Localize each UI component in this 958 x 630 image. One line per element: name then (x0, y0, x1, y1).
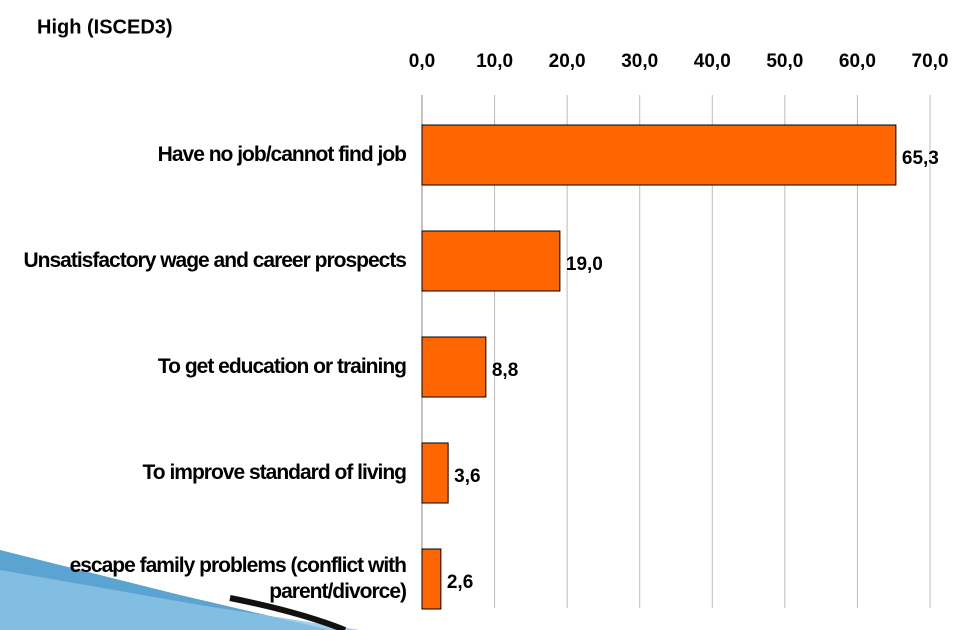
value-label: 8,8 (492, 360, 518, 381)
decoration (0, 570, 360, 630)
value-label: 2,6 (447, 572, 473, 593)
x-tick-label: 0,0 (409, 51, 435, 72)
category-label: To get education or training (157, 355, 407, 378)
x-tick-label: 50,0 (766, 51, 803, 72)
bar (421, 442, 449, 504)
bar (421, 124, 897, 186)
bar (421, 548, 442, 610)
category-label: escape family problems (conflict with pa… (69, 554, 407, 603)
value-label: 3,6 (454, 466, 480, 487)
bar (421, 230, 561, 292)
category-label: To improve standard of living (142, 461, 407, 484)
x-tick-label: 10,0 (476, 51, 513, 72)
value-label: 65,3 (902, 148, 939, 169)
x-tick-label: 60,0 (839, 51, 876, 72)
x-tick-label: 40,0 (694, 51, 731, 72)
bar (421, 336, 487, 398)
decoration (229, 595, 347, 630)
category-label: Have no job/cannot find job (157, 143, 407, 166)
chart-title: High (ISCED3) (37, 16, 173, 38)
x-tick-label: 70,0 (912, 51, 949, 72)
x-tick-label: 30,0 (621, 51, 658, 72)
x-tick-label: 20,0 (549, 51, 586, 72)
value-label: 19,0 (566, 254, 603, 275)
category-label: Unsatisfactory wage and career prospects (23, 249, 407, 272)
